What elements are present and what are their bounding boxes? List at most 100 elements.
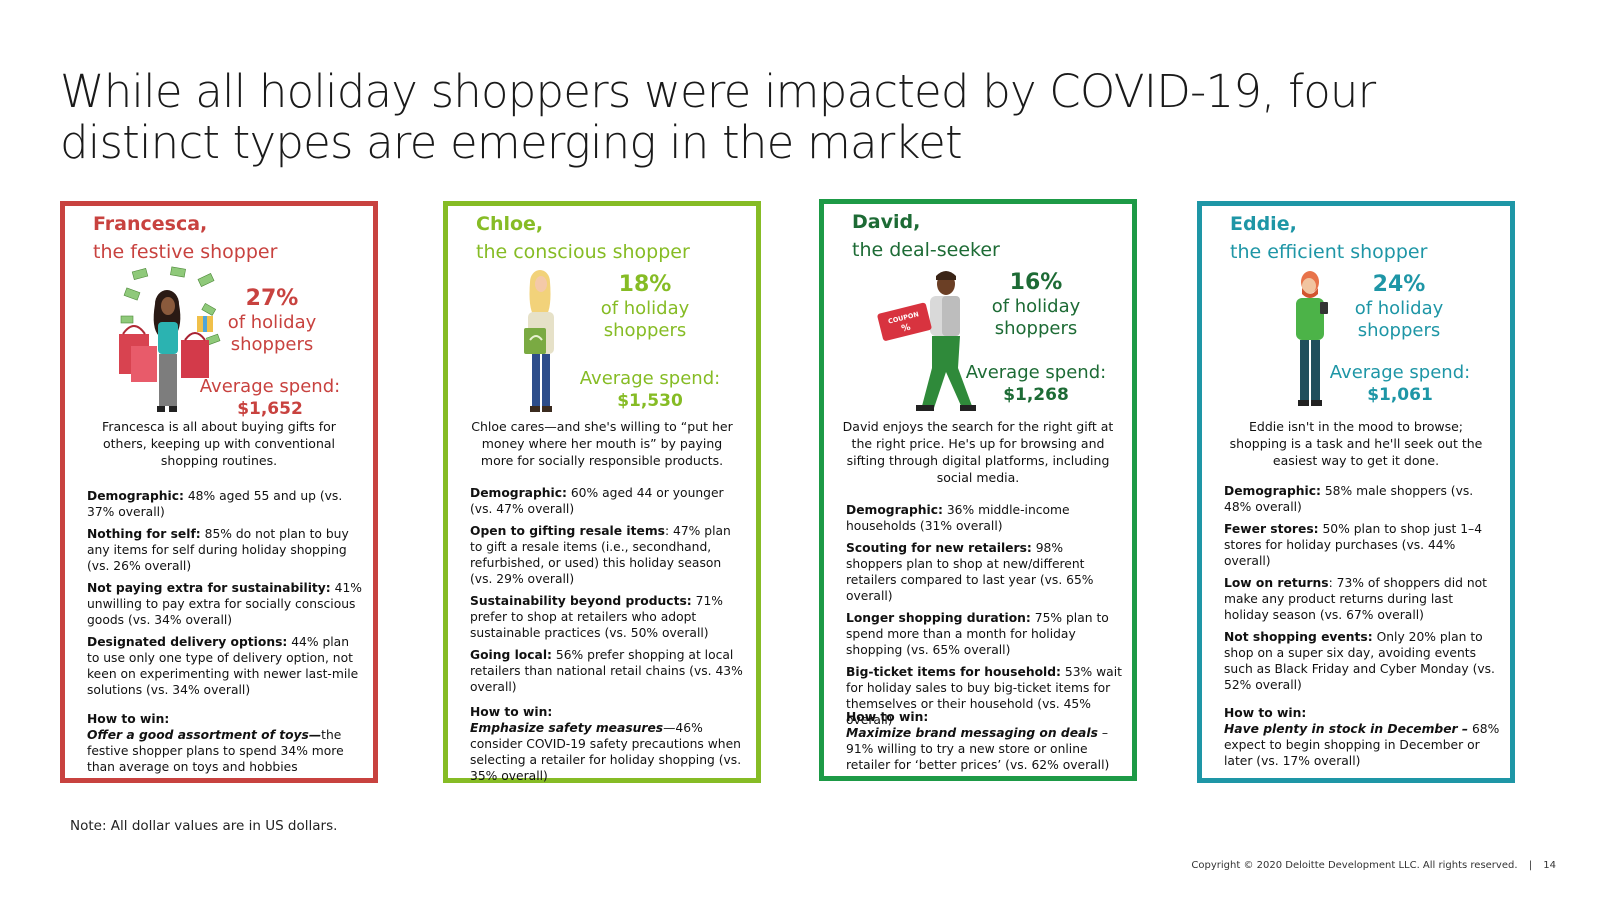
point-text: 53% wait for holiday sales to buy big-ti… (846, 665, 1122, 727)
how-to-win-text: the festive shopper plans to spend 34% m… (87, 728, 344, 774)
point-item: Demographic: 60% aged 44 or younger (vs.… (470, 485, 746, 517)
share-label-1: of holiday (991, 296, 1081, 317)
point-label: Big-ticket items for household: (846, 665, 1061, 679)
point-item: Demographic: 36% middle-income household… (846, 502, 1122, 534)
point-text: 56% prefer shopping at local retailers t… (470, 648, 743, 694)
persona-subtitle: the efficient shopper (1230, 241, 1428, 263)
point-label: Demographic: (87, 489, 184, 503)
how-to-win-lead: Offer a good assortment of toys— (87, 728, 322, 742)
point-text: 58% male shoppers (vs. 48% overall) (1224, 484, 1474, 514)
persona-name: Francesca, (93, 213, 208, 235)
efficient-shopper-illustration (1296, 271, 1328, 406)
persona-subtitle: the deal-seeker (852, 239, 1000, 261)
persona-description: David enjoys the search for the right gi… (842, 419, 1114, 485)
point-text: 36% middle-income households (31% overal… (846, 503, 1070, 533)
point-item: Demographic: 58% male shoppers (vs. 48% … (1224, 483, 1500, 515)
point-label: Scouting for new retailers: (846, 541, 1032, 555)
point-item: Scouting for new retailers: 98% shoppers… (846, 540, 1122, 604)
spend-label: Average spend: (1329, 362, 1471, 383)
persona-name: Eddie, (1230, 213, 1297, 235)
point-item: Nothing for self: 85% do not plan to buy… (87, 526, 363, 574)
persona-points: Demographic: 60% aged 44 or younger (vs.… (470, 485, 746, 701)
festive-shopper-illustration (119, 266, 221, 412)
spend-value: $1,530 (617, 391, 683, 411)
point-label: Longer shopping duration: (846, 611, 1031, 625)
point-label: Demographic: (470, 486, 567, 500)
persona-description: Eddie isn't in the mood to browse; shopp… (1229, 419, 1483, 468)
point-text: Only 20% plan to shop on a super six day… (1224, 630, 1495, 692)
share-percent: 24% (1372, 272, 1426, 297)
persona-description: Chloe cares—and she's willing to “put he… (471, 419, 733, 468)
persona-subtitle: the festive shopper (93, 241, 278, 263)
point-item: Big-ticket items for household: 53% wait… (846, 664, 1122, 728)
spend-value: $1,061 (1367, 385, 1433, 405)
how-to-win-label: How to win: (1224, 706, 1307, 720)
footer-separator: | (1528, 860, 1533, 871)
persona-subtitle: the conscious shopper (476, 241, 690, 263)
persona-card-eddie: Eddie, the efficient shopper 24% of holi… (1197, 201, 1515, 783)
persona-description: Francesca is all about buying gifts for … (102, 419, 336, 468)
persona-points: Demographic: 48% aged 55 and up (vs. 37%… (87, 488, 363, 704)
point-item: Sustainability beyond products: 71% pref… (470, 593, 746, 641)
how-to-win-label: How to win: (846, 710, 929, 724)
spend-label: Average spend: (579, 368, 721, 389)
point-label: Open to gifting resale items (470, 524, 665, 538)
share-percent: 18% (618, 272, 672, 297)
share-label-2: shoppers (603, 320, 687, 341)
how-to-win: How to win: Offer a good assortment of t… (87, 711, 363, 775)
point-label: Going local: (470, 648, 552, 662)
point-item: Demographic: 48% aged 55 and up (vs. 37%… (87, 488, 363, 520)
point-label: Not shopping events: (1224, 630, 1373, 644)
point-item: Not paying extra for sustainability: 41%… (87, 580, 363, 628)
point-item: Longer shopping duration: 75% plan to sp… (846, 610, 1122, 658)
point-text: 85% do not plan to buy any items for sel… (87, 527, 349, 573)
point-text: 41% unwilling to pay extra for socially … (87, 581, 362, 627)
point-text: 71% prefer to shop at retailers who adop… (470, 594, 723, 640)
point-text: : 47% plan to gift a resale items (i.e.,… (470, 524, 731, 586)
how-to-win: How to win: Maximize brand messaging on … (846, 709, 1122, 773)
average-spend: Average spend: $1,652 (195, 376, 345, 420)
how-to-win-text: – 91% willing to try a new store or onli… (846, 726, 1110, 772)
spend-label: Average spend: (965, 362, 1107, 383)
persona-card-francesca: Francesca, the festive shopper 27% of ho… (60, 201, 378, 783)
how-to-win-lead: Have plenty in stock in December – (1224, 722, 1469, 736)
share-label-2: shoppers (994, 318, 1078, 339)
copyright-text: Copyright © 2020 Deloitte Development LL… (1191, 860, 1518, 871)
average-spend: Average spend: $1,268 (961, 362, 1111, 406)
persona-name: Chloe, (476, 213, 544, 235)
point-label: Demographic: (1224, 484, 1321, 498)
page-title: While all holiday shoppers were impacted… (60, 65, 1376, 169)
point-text: 48% aged 55 and up (vs. 37% overall) (87, 489, 343, 519)
how-to-win-lead: Emphasize safety measures (470, 721, 664, 735)
share-label-2: shoppers (1357, 320, 1441, 341)
point-item: Open to gifting resale items: 47% plan t… (470, 523, 746, 587)
point-item: Going local: 56% prefer shopping at loca… (470, 647, 746, 695)
page-number: 14 (1543, 860, 1556, 871)
point-item: Fewer stores: 50% plan to shop just 1–4 … (1224, 521, 1500, 569)
share-stat: 24% of holiday shoppers (1334, 272, 1464, 342)
share-label-1: of holiday (227, 312, 317, 333)
point-text: 50% plan to shop just 1–4 stores for hol… (1224, 522, 1483, 568)
share-label-1: of holiday (1354, 298, 1444, 319)
share-percent: 16% (1009, 270, 1063, 295)
share-percent: 27% (245, 286, 299, 311)
persona-card-chloe: Chloe, the conscious shopper 18% of holi… (443, 201, 761, 783)
point-item: Designated delivery options: 44% plan to… (87, 634, 363, 698)
point-label: Fewer stores: (1224, 522, 1319, 536)
point-text: 60% aged 44 or younger (vs. 47% overall) (470, 486, 724, 516)
point-text: : 73% of shoppers did not make any produ… (1224, 576, 1487, 622)
persona-points: Demographic: 36% middle-income household… (846, 502, 1122, 734)
how-to-win-label: How to win: (87, 712, 170, 726)
point-text: 44% plan to use only one type of deliver… (87, 635, 359, 697)
how-to-win-text: —46% consider COVID-19 safety precaution… (470, 721, 742, 783)
point-label: Sustainability beyond products: (470, 594, 692, 608)
spend-value: $1,268 (1003, 385, 1069, 405)
spend-value: $1,652 (237, 399, 303, 419)
point-text: 98% shoppers plan to shop at new/differe… (846, 541, 1094, 603)
point-item: Not shopping events: Only 20% plan to sh… (1224, 629, 1500, 693)
point-label: Low on returns (1224, 576, 1329, 590)
persona-name: David, (852, 211, 921, 233)
point-label: Not paying extra for sustainability: (87, 581, 331, 595)
deal-seeker-illustration: COUPON % (877, 271, 976, 411)
point-label: Designated delivery options: (87, 635, 288, 649)
